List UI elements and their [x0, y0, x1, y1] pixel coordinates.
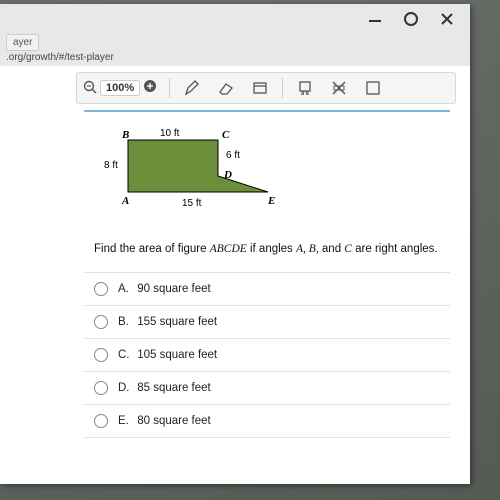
- vertex-A: A: [121, 195, 129, 207]
- radio-icon[interactable]: [94, 414, 108, 428]
- choice-letter: A.: [118, 283, 134, 295]
- choice-text: 80 square feet: [137, 415, 211, 427]
- radio-icon[interactable]: [94, 381, 108, 395]
- maximize-icon[interactable]: [400, 8, 422, 30]
- question-panel: B C D A E 10 ft 6 ft 8 ft 15 ft Find the…: [84, 110, 450, 476]
- screen: ayer .org/growth/#/test-player 100%: [0, 4, 470, 484]
- browser-chrome: ayer .org/growth/#/test-player: [0, 4, 470, 66]
- calculator-icon[interactable]: [361, 76, 385, 100]
- choice-a[interactable]: A. 90 square feet: [84, 272, 450, 305]
- geometry-figure: B C D A E 10 ft 6 ft 8 ft 15 ft: [98, 122, 318, 232]
- zoom-out-icon[interactable]: [83, 80, 97, 97]
- radio-icon[interactable]: [94, 315, 108, 329]
- choice-letter: D.: [118, 382, 134, 394]
- choice-text: 85 square feet: [137, 382, 211, 394]
- dim-CD: 6 ft: [226, 150, 240, 161]
- minimize-icon[interactable]: [364, 8, 386, 30]
- choice-e[interactable]: E. 80 square feet: [84, 404, 450, 438]
- choice-letter: C.: [118, 349, 134, 361]
- dim-BC: 10 ft: [160, 128, 180, 139]
- vertex-B: B: [121, 129, 129, 141]
- window-controls: [364, 8, 458, 30]
- photo-background: ayer .org/growth/#/test-player 100%: [0, 0, 500, 500]
- answer-choices: A. 90 square feet B. 155 square feet C. …: [84, 272, 450, 438]
- test-toolbar: 100%: [76, 72, 456, 104]
- dim-AB: 8 ft: [104, 160, 118, 171]
- vertex-D: D: [223, 169, 232, 181]
- eraser-icon[interactable]: [214, 76, 238, 100]
- radio-icon[interactable]: [94, 348, 108, 362]
- dim-AE: 15 ft: [182, 198, 202, 209]
- choice-letter: B.: [118, 316, 134, 328]
- pencil-icon[interactable]: [180, 76, 204, 100]
- zoom-in-icon[interactable]: [143, 79, 159, 98]
- zoom-value: 100%: [100, 80, 140, 96]
- close-icon[interactable]: [436, 8, 458, 30]
- highlighter-icon[interactable]: [248, 76, 272, 100]
- tab-row: ayer: [0, 34, 470, 52]
- choice-text: 155 square feet: [137, 316, 217, 328]
- choice-letter: E.: [118, 415, 134, 427]
- choice-b[interactable]: B. 155 square feet: [84, 305, 450, 338]
- browser-tab[interactable]: ayer: [6, 34, 39, 51]
- toolbar-separator: [169, 78, 170, 98]
- choice-c[interactable]: C. 105 square feet: [84, 338, 450, 371]
- flag-icon[interactable]: [293, 76, 317, 100]
- choice-d[interactable]: D. 85 square feet: [84, 371, 450, 404]
- vertex-C: C: [222, 129, 230, 141]
- zoom-control[interactable]: 100%: [83, 79, 159, 98]
- radio-icon[interactable]: [94, 282, 108, 296]
- page-viewport: 100% B C D: [0, 66, 470, 484]
- question-text: Find the area of figure ABCDE if angles …: [94, 242, 440, 257]
- choice-text: 90 square feet: [137, 283, 211, 295]
- vertex-E: E: [267, 195, 275, 207]
- toolbar-separator: [282, 78, 283, 98]
- strike-icon[interactable]: [327, 76, 351, 100]
- choice-text: 105 square feet: [137, 349, 217, 361]
